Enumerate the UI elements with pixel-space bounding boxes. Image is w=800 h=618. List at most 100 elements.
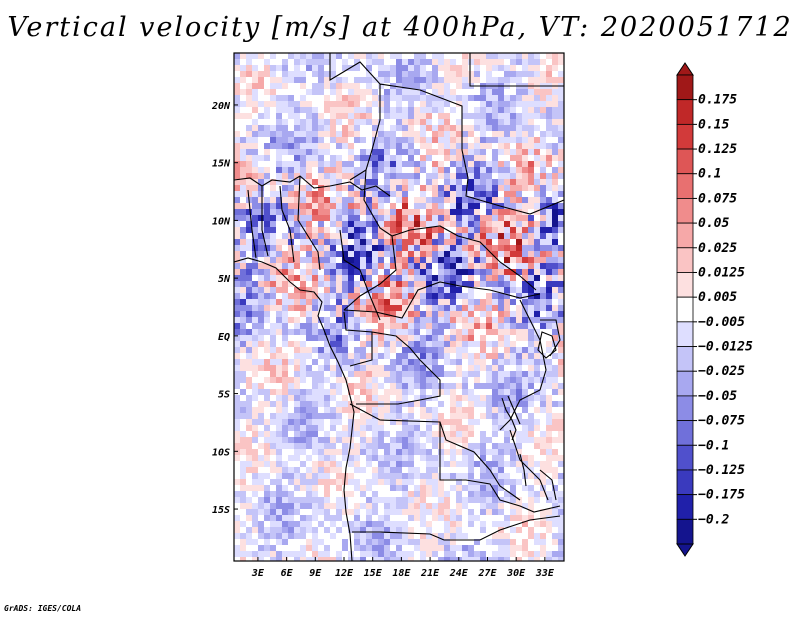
field-cell: [324, 353, 331, 360]
field-cell: [378, 245, 385, 252]
field-cell: [498, 125, 505, 132]
field-cell: [396, 533, 403, 540]
field-cell: [552, 77, 559, 84]
field-cell: [342, 143, 349, 150]
field-cell: [336, 233, 343, 240]
field-cell: [498, 341, 505, 348]
field-cell: [390, 209, 397, 216]
field-cell: [552, 167, 559, 174]
field-cell: [258, 203, 265, 210]
field-cell: [330, 119, 337, 126]
field-cell: [504, 173, 511, 180]
field-cell: [300, 167, 307, 174]
field-cell: [402, 539, 409, 546]
field-cell: [402, 59, 409, 66]
field-cell: [516, 491, 523, 498]
field-cell: [360, 437, 367, 444]
field-cell: [306, 335, 313, 342]
field-cell: [258, 215, 265, 222]
field-cell: [300, 443, 307, 450]
field-cell: [336, 425, 343, 432]
field-cell: [324, 173, 331, 180]
field-cell: [366, 65, 373, 72]
field-cell: [516, 311, 523, 318]
field-cell: [384, 179, 391, 186]
field-cell: [546, 467, 553, 474]
field-cell: [438, 239, 445, 246]
field-cell: [234, 431, 241, 438]
field-cell: [240, 413, 247, 420]
field-cell: [516, 275, 523, 282]
field-cell: [276, 149, 283, 156]
field-cell: [246, 521, 253, 528]
field-cell: [408, 437, 415, 444]
field-cell: [462, 383, 469, 390]
field-cell: [270, 353, 277, 360]
field-cell: [276, 167, 283, 174]
field-cell: [288, 479, 295, 486]
field-cell: [396, 89, 403, 96]
field-cell: [252, 149, 259, 156]
field-cell: [288, 431, 295, 438]
field-cell: [558, 221, 564, 228]
field-cell: [318, 401, 325, 408]
field-cell: [438, 53, 445, 60]
field-cell: [390, 419, 397, 426]
field-cell: [444, 431, 451, 438]
field-cell: [552, 527, 559, 534]
field-cell: [396, 389, 403, 396]
colorbar-swatch: [676, 321, 694, 347]
field-cell: [408, 413, 415, 420]
field-cell: [312, 353, 319, 360]
field-cell: [294, 437, 301, 444]
field-cell: [264, 53, 271, 60]
field-cell: [456, 89, 463, 96]
field-cell: [408, 383, 415, 390]
field-cell: [486, 281, 493, 288]
field-cell: [450, 461, 457, 468]
field-cell: [408, 365, 415, 372]
field-cell: [372, 299, 379, 306]
field-cell: [480, 377, 487, 384]
field-cell: [306, 383, 313, 390]
field-cell: [276, 221, 283, 228]
field-cell: [504, 491, 511, 498]
field-cell: [426, 479, 433, 486]
field-cell: [294, 359, 301, 366]
field-cell: [300, 521, 307, 528]
field-cell: [366, 275, 373, 282]
field-cell: [396, 131, 403, 138]
field-cell: [510, 425, 517, 432]
field-cell: [252, 113, 259, 120]
field-cell: [270, 299, 277, 306]
field-cell: [372, 257, 379, 264]
field-cell: [288, 503, 295, 510]
field-cell: [498, 455, 505, 462]
field-cell: [420, 491, 427, 498]
field-cell: [390, 329, 397, 336]
field-cell: [498, 257, 505, 264]
field-cell: [384, 473, 391, 480]
field-cell: [450, 467, 457, 474]
field-cell: [420, 419, 427, 426]
field-cell: [414, 71, 421, 78]
field-cell: [324, 473, 331, 480]
field-cell: [498, 275, 505, 282]
field-cell: [276, 383, 283, 390]
field-cell: [408, 503, 415, 510]
field-cell: [234, 317, 241, 324]
field-cell: [534, 437, 541, 444]
field-cell: [534, 191, 541, 198]
field-cell: [378, 239, 385, 246]
field-cell: [420, 233, 427, 240]
field-cell: [516, 377, 523, 384]
field-cell: [252, 425, 259, 432]
field-cell: [426, 347, 433, 354]
field-cell: [456, 107, 463, 114]
field-cell: [336, 341, 343, 348]
field-cell: [270, 245, 277, 252]
field-cell: [354, 359, 361, 366]
field-cell: [318, 473, 325, 480]
field-cell: [492, 107, 499, 114]
field-cell: [522, 311, 529, 318]
